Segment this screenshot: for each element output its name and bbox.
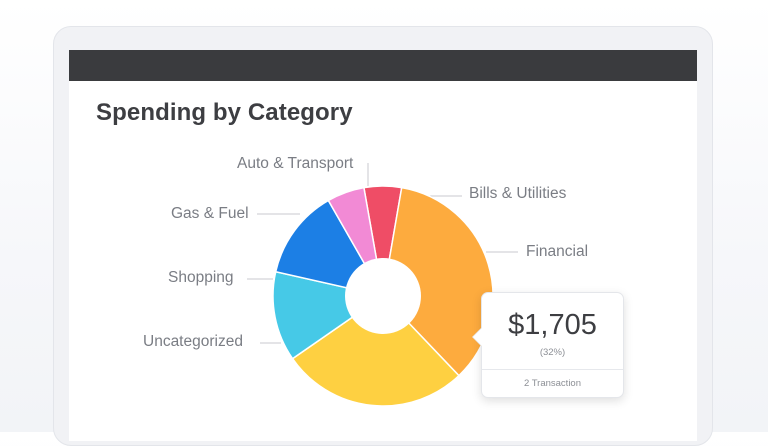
label-gas-fuel: Gas & Fuel <box>171 205 249 222</box>
label-shopping: Shopping <box>168 269 234 286</box>
tooltip-amount: $1,705 <box>508 309 597 341</box>
spending-donut-chart[interactable] <box>0 0 768 432</box>
donut-hole <box>345 258 421 334</box>
slice-financial[interactable] <box>382 186 494 377</box>
leader-lines <box>247 163 518 344</box>
label-bills-utilities: Bills & Utilities <box>469 185 567 202</box>
app-header-bar <box>69 50 697 81</box>
page-title: Spending by Category <box>96 99 353 126</box>
tooltip-divider <box>482 369 623 370</box>
slice-uncategorized[interactable] <box>291 295 460 407</box>
slice-tooltip: $1,705 (32%) 2 Transaction <box>473 292 624 398</box>
label-auto-transport: Auto & Transport <box>237 155 354 172</box>
tooltip-pointer <box>473 328 482 346</box>
label-uncategorized: Uncategorized <box>143 333 243 350</box>
tooltip-transaction-count: 2 Transaction <box>523 378 582 389</box>
label-financial: Financial <box>526 243 589 260</box>
tooltip-percent: (32%) <box>539 347 566 358</box>
